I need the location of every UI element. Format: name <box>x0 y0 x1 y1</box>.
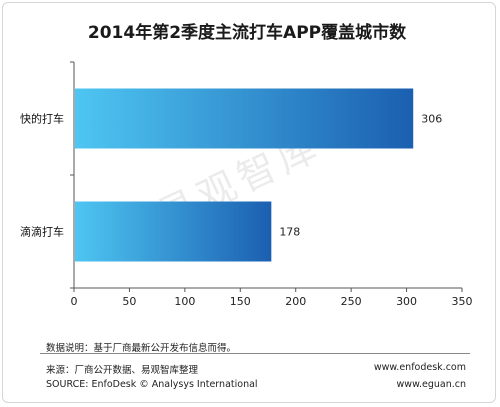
bar <box>75 201 272 262</box>
x-tick-label: 300 <box>396 295 417 308</box>
data-label: 178 <box>279 226 300 239</box>
x-tick-label: 100 <box>174 295 195 308</box>
x-tick-label: 0 <box>71 295 78 308</box>
category-label: 快的打车 <box>20 112 64 126</box>
x-tick-label: 200 <box>285 295 306 308</box>
x-tick-label: 250 <box>341 295 362 308</box>
x-tick-label: 150 <box>230 295 251 308</box>
x-tick-label: 50 <box>122 295 136 308</box>
data-label: 306 <box>421 113 442 126</box>
category-label: 滴滴打车 <box>20 225 64 239</box>
chart-title: 2014年第2季度主流打车APP覆盖城市数 <box>87 23 407 43</box>
bar <box>75 88 414 149</box>
x-tick-label: 350 <box>452 295 473 308</box>
